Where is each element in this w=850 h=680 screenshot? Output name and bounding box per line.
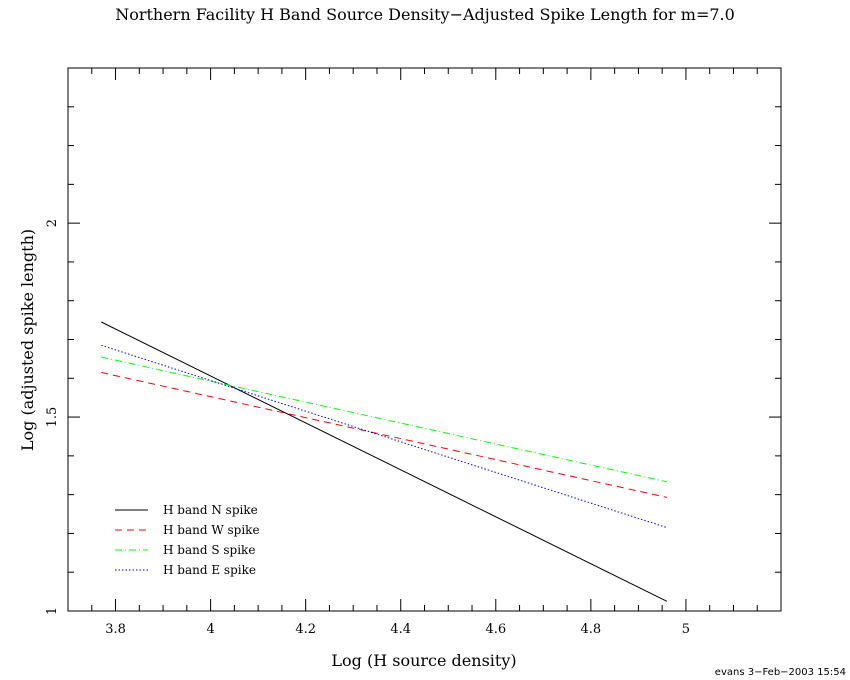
legend-label-1: H band W spike xyxy=(163,523,260,537)
series-lines xyxy=(101,321,668,602)
legend-label-0: H band N spike xyxy=(163,503,258,517)
x-tick-label: 4.8 xyxy=(581,622,602,637)
x-tick-label: 5 xyxy=(682,622,690,637)
axis-ticks: 3.8 4 4.2 4.4 4.6 4.8 5 1 1.5 2 xyxy=(45,68,781,637)
y-tick-label: 2 xyxy=(45,219,60,227)
legend: H band N spike H band W spike H band S spi… xyxy=(115,503,260,577)
legend-label-3: H band E spike xyxy=(163,563,256,577)
y-tick-label: 1 xyxy=(45,607,60,615)
x-tick-label: 4.6 xyxy=(485,622,506,637)
x-tick-label: 4.4 xyxy=(390,622,411,637)
legend-label-2: H band S spike xyxy=(163,543,255,557)
series-line-1 xyxy=(101,372,668,498)
x-tick-label: 4.2 xyxy=(295,622,316,637)
x-tick-label: 3.8 xyxy=(105,622,126,637)
series-line-0 xyxy=(101,321,668,602)
y-tick-label: 1.5 xyxy=(45,407,60,428)
series-line-3 xyxy=(101,344,668,529)
x-tick-label: 4 xyxy=(206,622,214,637)
series-line-2 xyxy=(101,356,668,483)
x-axis-label: Log (H source density) xyxy=(331,651,516,670)
y-axis-label: Log (adjusted spike length) xyxy=(18,229,37,451)
chart-title: Northern Facility H Band Source Density−… xyxy=(115,5,735,24)
footer-stamp: evans 3−Feb−2003 15:54 xyxy=(715,667,846,678)
